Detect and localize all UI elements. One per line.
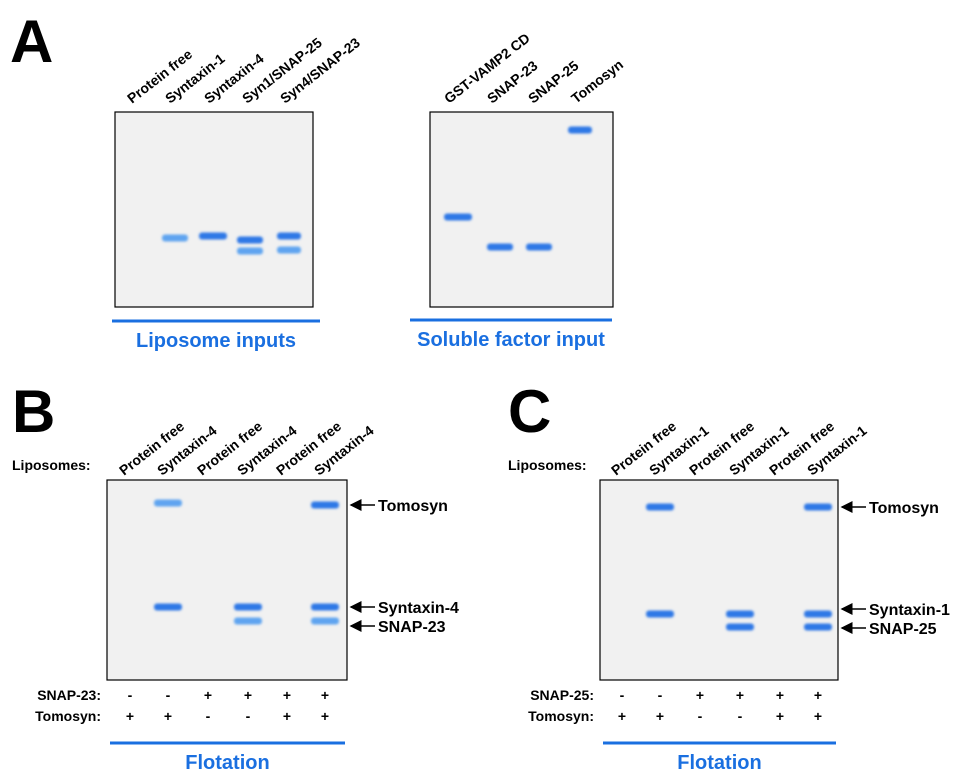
condition-sign: - — [658, 687, 663, 703]
condition-sign: - — [738, 708, 743, 724]
gel-band — [234, 618, 262, 625]
panel-label: C — [508, 378, 551, 445]
band-label: SNAP-23 — [378, 619, 446, 636]
gel — [115, 112, 313, 307]
gel-band — [526, 244, 552, 251]
gel-band — [237, 237, 263, 244]
gel-band — [487, 244, 513, 251]
gel-band — [646, 504, 674, 511]
condition-name: Tomosyn: — [35, 708, 101, 724]
condition-sign: - — [698, 708, 703, 724]
gel-band — [804, 504, 832, 511]
caption: Flotation — [185, 752, 269, 773]
condition-sign: - — [246, 708, 251, 724]
gel-band — [646, 611, 674, 618]
condition-sign: - — [206, 708, 211, 724]
condition-sign: - — [128, 687, 133, 703]
condition-sign: + — [321, 708, 329, 724]
gel — [430, 112, 613, 307]
gel-band — [311, 618, 339, 625]
row-label: Liposomes: — [508, 457, 587, 473]
gel-band — [277, 247, 301, 254]
panel-label: A — [10, 8, 53, 75]
gel-band — [804, 611, 832, 618]
gel-band — [568, 127, 592, 134]
condition-sign: + — [126, 708, 134, 724]
condition-name: SNAP-25: — [530, 687, 594, 703]
condition-name: Tomosyn: — [528, 708, 594, 724]
condition-sign: + — [283, 687, 291, 703]
gel-band — [237, 248, 263, 255]
condition-sign: + — [776, 687, 784, 703]
gel-band — [199, 233, 227, 240]
condition-sign: + — [776, 708, 784, 724]
band-label: Tomosyn — [378, 498, 448, 515]
gel-band — [726, 624, 754, 631]
lane-label: Tomosyn — [568, 56, 626, 106]
condition-sign: + — [814, 687, 822, 703]
condition-sign: + — [164, 708, 172, 724]
band-label: Syntaxin-1 — [869, 602, 950, 619]
gel-band — [162, 235, 188, 242]
gel — [107, 480, 347, 680]
band-label: SNAP-25 — [869, 621, 937, 638]
condition-sign: + — [244, 687, 252, 703]
band-label: Tomosyn — [869, 500, 939, 517]
condition-sign: + — [814, 708, 822, 724]
gel-band — [311, 502, 339, 509]
condition-sign: + — [696, 687, 704, 703]
row-label: Liposomes: — [12, 457, 91, 473]
panel-label: B — [12, 378, 55, 445]
caption: Soluble factor input — [417, 329, 605, 351]
condition-sign: + — [321, 687, 329, 703]
gel-band — [726, 611, 754, 618]
condition-name: SNAP-23: — [37, 687, 101, 703]
condition-sign: - — [620, 687, 625, 703]
gel-band — [277, 233, 301, 240]
condition-sign: + — [618, 708, 626, 724]
condition-sign: - — [166, 687, 171, 703]
condition-sign: + — [204, 687, 212, 703]
gel-band — [444, 214, 472, 221]
gel-band — [154, 500, 182, 507]
band-label: Syntaxin-4 — [378, 600, 459, 617]
gel-band — [154, 604, 182, 611]
caption: Flotation — [677, 752, 761, 773]
gel-band — [234, 604, 262, 611]
caption: Liposome inputs — [136, 330, 296, 352]
condition-sign: + — [283, 708, 291, 724]
condition-sign: + — [736, 687, 744, 703]
gel — [600, 480, 838, 680]
figure: AProtein freeSyntaxin-1Syntaxin-4Syn1/SN… — [0, 0, 967, 773]
condition-sign: + — [656, 708, 664, 724]
gel-band — [804, 624, 832, 631]
gel-band — [311, 604, 339, 611]
